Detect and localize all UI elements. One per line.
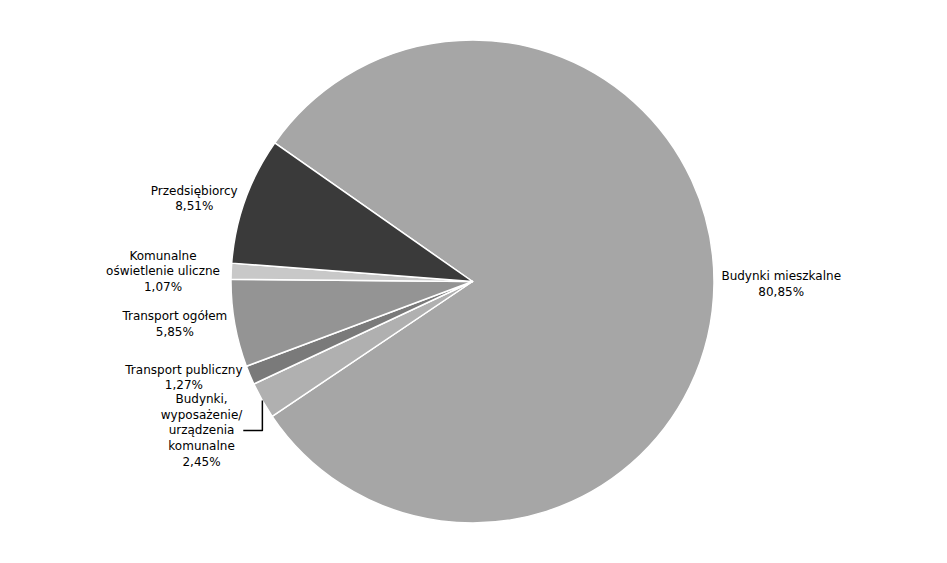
svg-text:Budynki,wyposażenie/urządzenia: Budynki,wyposażenie/urządzeniakomunalne2… — [161, 392, 243, 468]
svg-text:Transport ogółem5,85%: Transport ogółem5,85% — [121, 309, 227, 339]
svg-text:Komunalneoświetlenie uliczne1,: Komunalneoświetlenie uliczne1,07% — [106, 249, 220, 294]
svg-text:Transport publiczny1,27%: Transport publiczny1,27% — [124, 363, 242, 393]
svg-text:Budynki mieszkalne80,85%: Budynki mieszkalne80,85% — [721, 269, 841, 299]
svg-text:Przedsiębiorcy8,51%: Przedsiębiorcy8,51% — [151, 184, 238, 214]
